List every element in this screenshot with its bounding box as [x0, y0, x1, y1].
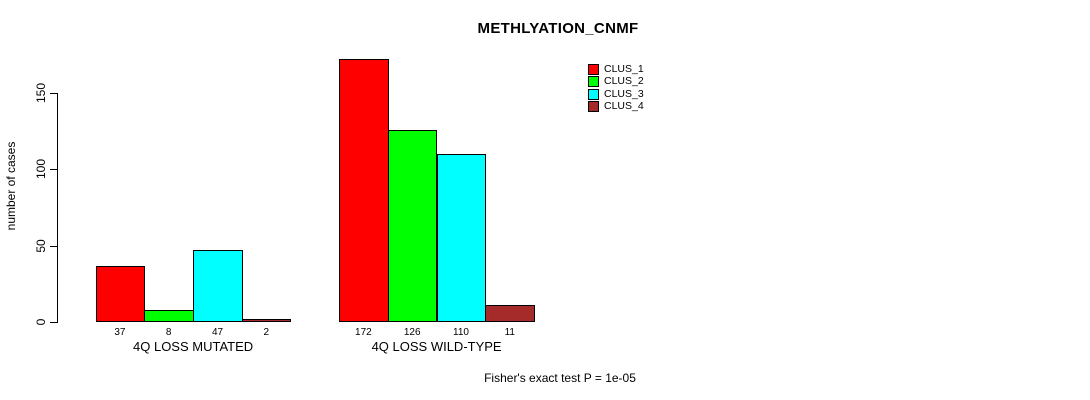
- category-label: 4Q LOSS MUTATED: [133, 339, 254, 354]
- bar: [95, 266, 145, 322]
- y-axis-tick-label: 100: [34, 159, 48, 180]
- bar: [339, 59, 389, 322]
- legend-label: CLUS_1: [604, 63, 644, 75]
- bar: [485, 305, 535, 322]
- legend-swatch: [588, 64, 599, 75]
- legend-swatch: [588, 101, 599, 113]
- y-axis-tick-label: 50: [34, 238, 48, 253]
- bar-value-label: 110: [453, 327, 469, 338]
- y-axis-tick: [50, 169, 57, 171]
- bar-value-label: 172: [355, 327, 372, 338]
- bar-value-label: 126: [403, 327, 421, 338]
- y-axis-line: [57, 93, 58, 323]
- chart-title: METHLYATION_CNMF: [477, 20, 639, 37]
- bar: [144, 310, 194, 322]
- bar: [193, 250, 243, 322]
- y-axis-tick: [50, 93, 57, 94]
- bar: [241, 319, 292, 322]
- legend-label: CLUS_4: [604, 100, 644, 113]
- bar-value-label: 8: [165, 327, 172, 338]
- bar: [387, 130, 438, 322]
- y-axis-tick: [50, 322, 57, 323]
- legend-label: CLUS_3: [604, 87, 644, 100]
- legend-swatch: [588, 88, 599, 100]
- y-axis-tick-label: 0: [34, 318, 48, 326]
- legend-label: CLUS_2: [604, 75, 644, 88]
- y-axis-tick: [50, 245, 57, 247]
- category-label: 4Q LOSS WILD-TYPE: [371, 339, 502, 354]
- y-axis-label: number of cases: [4, 141, 18, 231]
- legend-swatch: [588, 76, 599, 88]
- bar: [436, 154, 487, 322]
- bar-value-label: 37: [114, 327, 126, 338]
- y-axis-tick-label: 150: [34, 82, 48, 104]
- bar-value-label: 2: [263, 327, 270, 338]
- bar-value-label: 11: [504, 327, 515, 338]
- annotation-text: Fisher's exact test P = 1e-05: [484, 371, 636, 385]
- bar-value-label: 47: [211, 327, 224, 338]
